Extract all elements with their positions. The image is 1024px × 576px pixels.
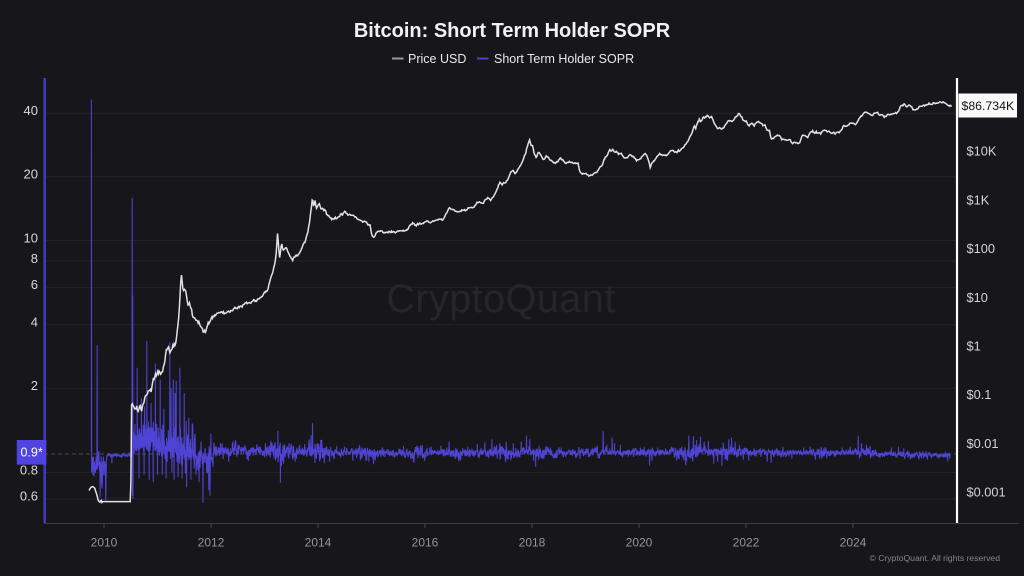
svg-text:$0.001: $0.001 — [967, 485, 1006, 500]
svg-text:$0.1: $0.1 — [967, 387, 992, 402]
svg-text:$1: $1 — [967, 339, 981, 354]
svg-text:20: 20 — [24, 167, 38, 182]
svg-text:2010: 2010 — [91, 536, 118, 550]
svg-text:CryptoQuant: CryptoQuant — [386, 277, 615, 321]
svg-text:$86.734K: $86.734K — [962, 99, 1015, 113]
svg-text:2018: 2018 — [519, 536, 546, 550]
svg-text:10: 10 — [24, 230, 38, 245]
svg-text:2022: 2022 — [733, 536, 760, 550]
svg-text:$100: $100 — [967, 241, 995, 256]
svg-text:$10K: $10K — [967, 144, 997, 159]
svg-text:$1K: $1K — [967, 192, 990, 207]
svg-text:$10: $10 — [967, 290, 988, 305]
svg-text:Short Term Holder SOPR: Short Term Holder SOPR — [494, 52, 634, 66]
svg-text:Bitcoin: Short Term Holder SOP: Bitcoin: Short Term Holder SOPR — [354, 20, 671, 42]
svg-text:4: 4 — [31, 315, 38, 330]
svg-text:0.6: 0.6 — [20, 489, 38, 504]
svg-text:2016: 2016 — [412, 536, 439, 550]
svg-text:2012: 2012 — [198, 536, 225, 550]
svg-text:0.9*: 0.9* — [20, 446, 42, 460]
svg-text:40: 40 — [24, 103, 38, 118]
svg-text:$0.01: $0.01 — [967, 436, 999, 451]
svg-text:2: 2 — [31, 378, 38, 393]
svg-text:Price USD: Price USD — [408, 52, 466, 66]
svg-text:0.8: 0.8 — [20, 462, 38, 477]
svg-text:2020: 2020 — [626, 536, 653, 550]
svg-text:2024: 2024 — [840, 536, 867, 550]
svg-text:6: 6 — [31, 277, 38, 292]
svg-text:2014: 2014 — [305, 536, 332, 550]
svg-text:8: 8 — [31, 251, 38, 266]
svg-text:© CryptoQuant. All rights rese: © CryptoQuant. All rights reserved — [869, 553, 1000, 563]
